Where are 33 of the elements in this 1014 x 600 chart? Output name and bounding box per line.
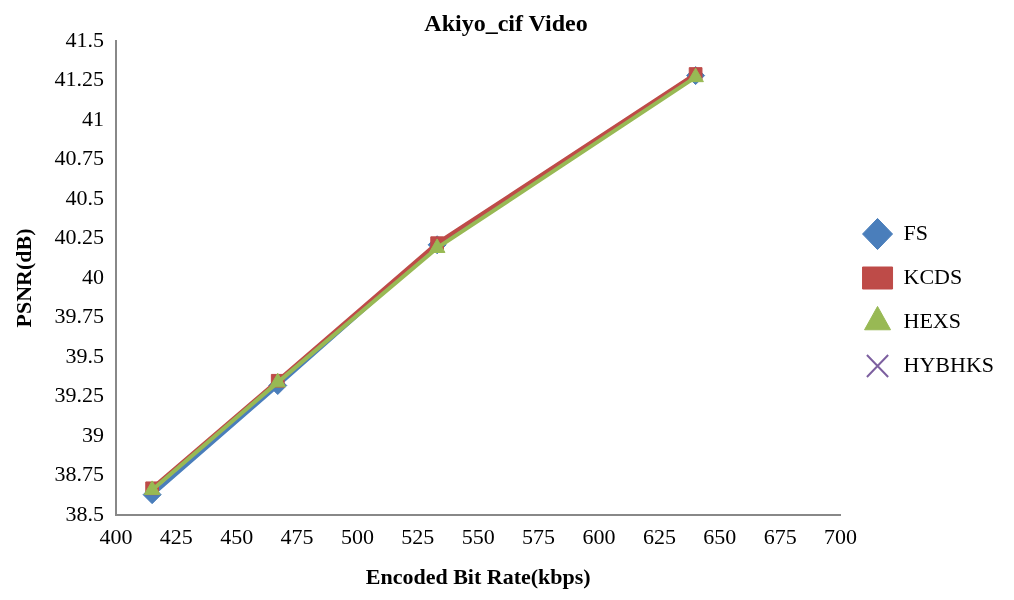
x-tick-label: 675 xyxy=(763,524,797,550)
y-tick-label: 39.5 xyxy=(65,342,104,368)
y-tick-label: 40.25 xyxy=(54,224,104,250)
x-tick-label: 525 xyxy=(401,524,435,550)
x-tick-label: 400 xyxy=(99,524,133,550)
x-tick-label: 575 xyxy=(522,524,556,550)
y-axis-title: PSNR(dB) xyxy=(10,228,36,328)
x-tick-label: 700 xyxy=(824,524,858,550)
x-tick-label: 450 xyxy=(220,524,254,550)
legend-label: HEXS xyxy=(903,307,961,333)
y-tick-label: 39.75 xyxy=(54,303,104,329)
y-tick-label: 41.5 xyxy=(65,26,104,52)
x-tick-label: 625 xyxy=(642,524,676,550)
y-tick-label: 40.75 xyxy=(54,145,104,171)
x-axis-title: Encoded Bit Rate(kbps) xyxy=(365,564,591,590)
x-tick-label: 500 xyxy=(340,524,374,550)
y-tick-label: 41.25 xyxy=(54,66,104,92)
legend-label: HYBHKS xyxy=(903,351,995,377)
y-tick-label: 40.5 xyxy=(65,184,104,210)
y-tick-label: 40 xyxy=(81,263,104,289)
y-tick-label: 39.25 xyxy=(54,382,104,408)
y-tick-label: 39 xyxy=(81,421,104,447)
legend-label: FS xyxy=(903,219,929,245)
y-tick-label: 38.75 xyxy=(54,461,104,487)
y-tick-label: 41 xyxy=(81,105,104,131)
x-tick-label: 425 xyxy=(159,524,193,550)
x-tick-label: 600 xyxy=(582,524,616,550)
legend-label: KCDS xyxy=(903,263,963,289)
x-tick-label: 550 xyxy=(461,524,495,550)
x-tick-label: 475 xyxy=(280,524,314,550)
chart-title: Akiyo_cif Video xyxy=(424,9,588,36)
x-tick-label: 650 xyxy=(703,524,737,550)
y-tick-label: 38.5 xyxy=(65,500,104,526)
